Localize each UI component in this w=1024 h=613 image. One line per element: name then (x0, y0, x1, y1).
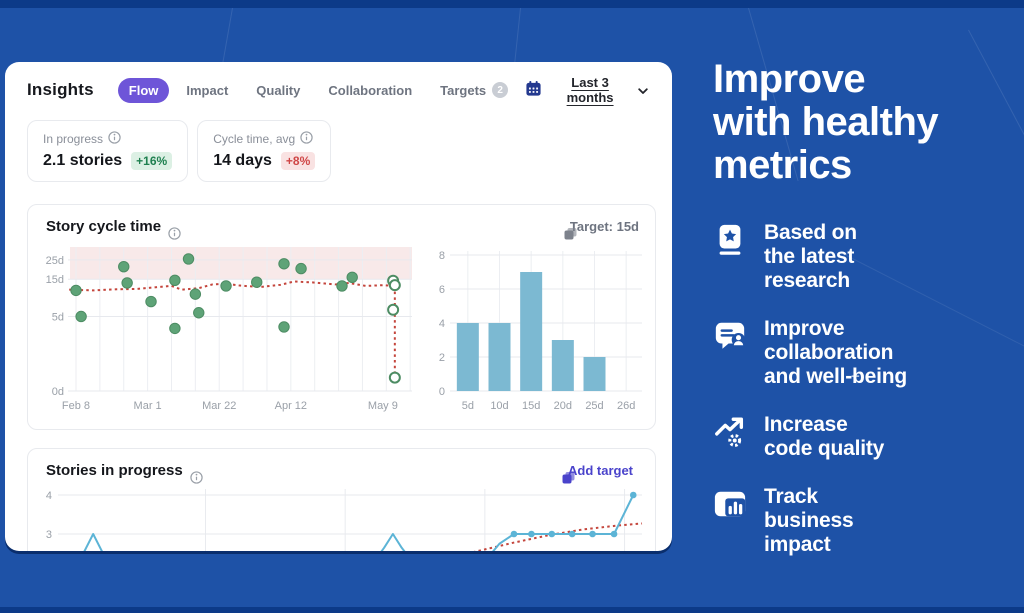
tab-label: Flow (128, 82, 159, 98)
metric-cards: In progress 2.1 stories +16% Cycle time, av… (27, 120, 332, 182)
svg-text:Mar 1: Mar 1 (134, 400, 162, 412)
tab-flow[interactable]: Flow (117, 77, 170, 103)
book-star-icon (713, 223, 747, 257)
tab-collaboration[interactable]: Collaboration (317, 78, 423, 103)
metric-label: Cycle time, avg (213, 131, 315, 147)
top-stripe (0, 0, 1024, 8)
benefit-item: Improve collaboration and well-being (713, 317, 1013, 389)
chevron-down-icon (638, 83, 648, 98)
svg-text:4: 4 (439, 318, 445, 330)
svg-text:5d: 5d (52, 311, 64, 323)
tab-bar: Flow Impact Quality Collaboration Targets 2 (117, 77, 519, 103)
stories-in-progress-chart: 43 (46, 489, 643, 551)
benefit-item: Track business impact (713, 485, 1013, 557)
svg-text:20d: 20d (554, 400, 572, 412)
svg-text:3: 3 (46, 529, 52, 541)
metric-value: 14 days (213, 152, 272, 169)
benefit-text: Increase code quality (764, 413, 885, 460)
page-title: Insights (27, 80, 94, 99)
marketing-heading: Improve with healthy metrics (713, 57, 939, 187)
svg-text:25d: 25d (46, 255, 64, 267)
add-target-label: Add target (568, 463, 633, 478)
arrow-gear-icon (713, 415, 747, 449)
tab-label: Quality (256, 82, 301, 98)
metric-delta-badge: +16% (131, 152, 173, 170)
cycle-time-distribution-chart: 0 2 4 6 8 5d 10d 15d 20d 25d 26d (439, 250, 642, 412)
info-icon[interactable] (108, 131, 121, 147)
date-range-picker[interactable]: Last 3 months (519, 74, 654, 106)
tab-label: Collaboration (328, 82, 413, 98)
svg-text:Mar 22: Mar 22 (202, 400, 236, 412)
target-label: Target: 15d (563, 219, 639, 239)
card-header: Stories in progress Add target (28, 449, 655, 484)
benefit-text: Based on the latest research (764, 221, 857, 292)
svg-text:15d: 15d (46, 274, 64, 286)
info-icon[interactable] (300, 131, 313, 147)
dashboard-header: Insights Flow Impact Quality Collaboration T… (27, 74, 654, 106)
tab-count-badge: 2 (492, 82, 509, 98)
svg-text:25d: 25d (585, 400, 603, 412)
tab-quality[interactable]: Quality (245, 78, 311, 103)
metric-card-cycle-time-avg: Cycle time, avg 14 days +8% (197, 120, 332, 182)
card-title: Stories in progress (46, 462, 203, 484)
story-cycle-scatter-chart: 25d 15d 5d 0d Feb 8 Mar 1 Mar 22 Apr 12 May 9 (46, 247, 412, 412)
insights-panel: Insights Flow Impact Quality Collaboration T… (5, 62, 672, 551)
calendar-icon (525, 80, 542, 100)
target-value: Target: 15d (569, 219, 639, 234)
svg-text:2: 2 (439, 352, 445, 364)
svg-text:0d: 0d (52, 386, 64, 398)
svg-text:Feb 8: Feb 8 (62, 400, 90, 412)
benefit-text: Track business impact (764, 485, 854, 556)
date-range-label: Last 3 months (566, 75, 614, 105)
tab-targets[interactable]: Targets 2 (429, 77, 519, 103)
card-title-text: Stories in progress (46, 462, 183, 479)
card-title-text: Story cycle time (46, 218, 162, 235)
marketing-panel: Improve with healthy metrics Based on the… (713, 58, 1013, 581)
benefit-text: Improve collaboration and well-being (764, 317, 908, 388)
calendar-chart-icon (713, 487, 747, 521)
svg-text:15d: 15d (522, 400, 540, 412)
svg-text:4: 4 (46, 490, 52, 502)
benefit-item: Increase code quality (713, 413, 1013, 461)
card-title: Story cycle time (46, 218, 181, 240)
svg-text:0: 0 (439, 386, 445, 398)
story-cycle-time-card: Story cycle time Target: 15d 25d 15d 5d 0d F… (27, 204, 656, 430)
svg-text:10d: 10d (490, 400, 508, 412)
metric-value: 2.1 stories (43, 152, 123, 169)
tab-impact[interactable]: Impact (175, 78, 239, 103)
metric-label: In progress (43, 131, 172, 147)
card-header: Story cycle time Target: 15d (28, 205, 655, 240)
svg-text:8: 8 (439, 250, 445, 262)
sparkle-decoration: + (851, 368, 860, 385)
metric-card-in-progress: In progress 2.1 stories +16% (27, 120, 189, 182)
svg-text:Apr 12: Apr 12 (275, 400, 307, 412)
svg-text:6: 6 (439, 284, 445, 296)
chat-person-icon (713, 319, 747, 353)
tab-label: Targets (440, 82, 487, 98)
benefit-list: Based on the latest research Improve collabo… (713, 221, 1013, 557)
svg-text:May 9: May 9 (368, 400, 398, 412)
svg-text:5d: 5d (462, 400, 474, 412)
svg-text:26d: 26d (617, 400, 635, 412)
bottom-stripe (0, 607, 1024, 613)
metric-delta-badge: +8% (280, 152, 316, 170)
tab-label: Impact (186, 82, 229, 98)
add-target-button[interactable]: Add target (555, 462, 639, 483)
benefit-item: Based on the latest research (713, 221, 1013, 293)
